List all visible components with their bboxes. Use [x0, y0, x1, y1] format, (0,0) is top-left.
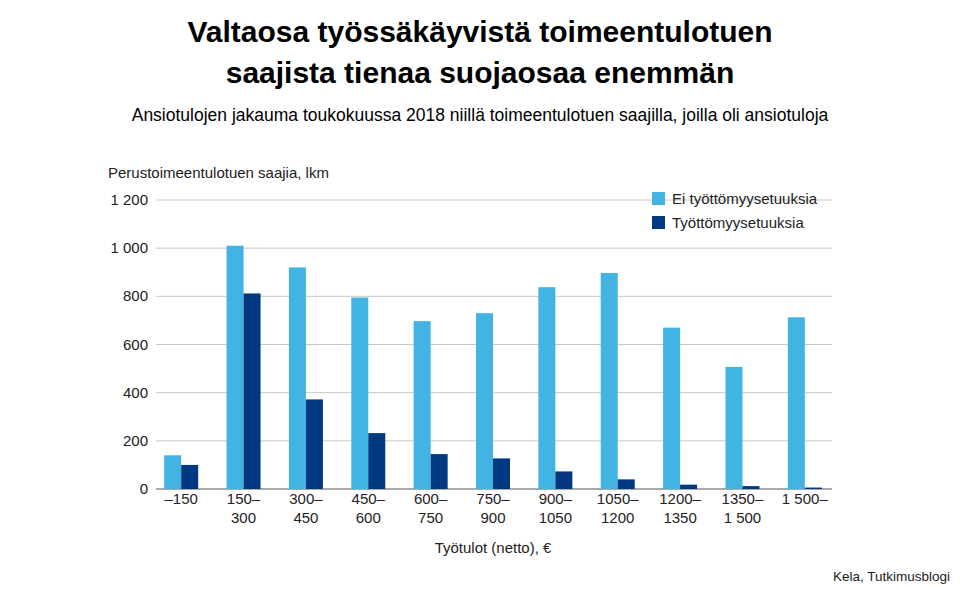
x-tick-line: 1200– [659, 490, 701, 507]
x-tick-line: 150– [227, 490, 261, 507]
y-tick-label: 800 [123, 287, 148, 304]
bar [742, 486, 759, 489]
x-tick-label: 450– 600 [352, 490, 386, 526]
x-tick-line: 450 [293, 509, 318, 526]
title-line: Valtaosa työssäkäyvistä toimeentulotuen [187, 15, 772, 48]
x-tick-line: 1050– [597, 490, 639, 507]
x-tick-label: 1 500– [782, 490, 829, 507]
legend-label: Työttömyysetuuksia [672, 214, 804, 231]
bar [164, 455, 181, 489]
x-tick-label: 1200– 1350 [659, 490, 701, 526]
title-line: saajista tienaa suojaosaa enemmän [226, 56, 735, 89]
bar [805, 488, 822, 489]
bar [227, 246, 244, 489]
x-tick-label: 750– 900 [476, 490, 510, 526]
bar [555, 471, 572, 489]
y-tick-label: 1 200 [110, 191, 148, 208]
x-tick-line: 750 [418, 509, 443, 526]
y-tick-label: 0 [140, 480, 148, 497]
x-tick-line: 900– [539, 490, 573, 507]
subtitle: Ansiotulojen jakauma toukokuussa 2018 ni… [132, 105, 829, 125]
bar [601, 273, 618, 489]
bar [725, 367, 742, 489]
bar [306, 399, 323, 489]
bar [680, 485, 697, 489]
x-tick-line: 1 500– [782, 490, 829, 507]
x-tick-label: 150– 300 [227, 490, 261, 526]
bar [663, 328, 680, 489]
x-tick-line: 1350 [663, 509, 696, 526]
x-tick-line: 750– [476, 490, 510, 507]
x-tick-label: 900– 1050 [539, 490, 573, 526]
x-tick-label: –150 [164, 490, 197, 507]
source: Kela, Tutkimusblogi [833, 569, 950, 584]
x-tick-line: 1050 [539, 509, 572, 526]
y-tick-label: 400 [123, 384, 148, 401]
grid-line [156, 248, 832, 249]
bar [414, 321, 431, 489]
x-tick-line: 300 [231, 509, 256, 526]
bar [289, 267, 306, 489]
x-tick-label: 300– 450 [289, 490, 323, 526]
bar [181, 465, 198, 489]
bar [538, 287, 555, 489]
bar [431, 454, 448, 489]
x-tick-line: 600 [356, 509, 381, 526]
bar [244, 293, 261, 489]
title: Valtaosa työssäkäyvistä toimeentulotuen s… [187, 15, 772, 89]
legend-swatch [652, 192, 665, 205]
y-tick-label: 200 [123, 432, 148, 449]
x-tick-line: 1 500 [724, 509, 762, 526]
x-tick-label: 600– 750 [414, 490, 448, 526]
bar [476, 313, 493, 489]
bar [493, 458, 510, 489]
y-tick-label: 600 [123, 336, 148, 353]
legend-label: Ei työttömyysetuuksia [672, 190, 818, 207]
x-tick-line: 300– [289, 490, 323, 507]
bar [368, 433, 385, 489]
chart: Valtaosa työssäkäyvistä toimeentulotuen s… [0, 0, 960, 590]
x-axis-label: Työtulot (netto), € [435, 539, 552, 556]
x-tick-line: 900 [480, 509, 505, 526]
bars [164, 246, 822, 489]
bar [351, 298, 368, 489]
bar [788, 317, 805, 489]
y-axis-label: Perustoimeentulotuen saajia, lkm [108, 164, 329, 181]
bar [618, 479, 635, 489]
legend-swatch [652, 216, 665, 229]
y-tick-label: 1 000 [110, 239, 148, 256]
x-tick-line: 1200 [601, 509, 634, 526]
x-tick-label: 1350– 1 500 [722, 490, 764, 526]
x-tick-line: 1350– [722, 490, 764, 507]
x-tick-label: 1050– 1200 [597, 490, 639, 526]
x-tick-line: –150 [164, 490, 197, 507]
x-tick-line: 600– [414, 490, 448, 507]
x-tick-line: 450– [352, 490, 386, 507]
